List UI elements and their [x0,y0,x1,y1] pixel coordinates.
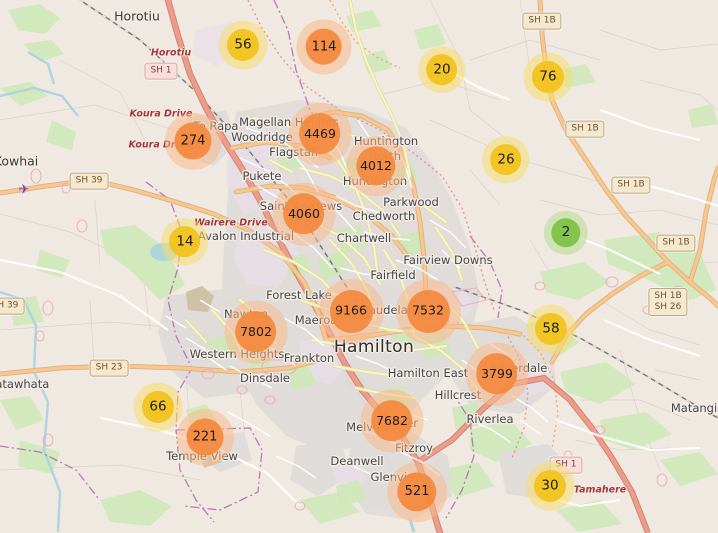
place-label: Whatawhata [0,377,50,391]
cluster-count: 3799 [481,365,513,381]
road-label: Tamahere [573,484,627,496]
cluster-core [490,144,522,176]
cluster-marker[interactable]: 7802 [224,300,288,364]
cluster-core [226,28,260,62]
cluster-core [169,226,201,258]
cluster-count: 4469 [304,125,336,141]
cluster-count: 7682 [376,412,408,428]
cluster-count: 114 [311,39,337,55]
cluster-count: 9166 [335,302,367,318]
place-label: Chedworth [352,209,416,223]
road-label: Wairere Drive [194,217,268,229]
cluster-count: 66 [149,398,167,415]
cluster-count: 521 [404,484,430,500]
cluster-core [533,469,567,503]
cluster-marker[interactable]: 66 [133,382,183,432]
place-label: Hamilton East [387,366,469,380]
place-label: Deanwell [330,454,384,468]
cluster-count: 7802 [240,323,272,339]
highway-shield[interactable]: SH 23 [89,359,129,377]
cluster-core [534,312,568,346]
place-label: Matangi [670,401,718,415]
cluster-marker[interactable]: 4012 [346,136,406,196]
cluster-marker[interactable]: 30 [525,461,575,511]
shield-line-2: SH 26 [654,301,682,312]
cluster-count: 4012 [360,157,392,173]
road-label: Horotiu [150,47,192,59]
cluster-marker[interactable]: 56 [218,20,268,70]
cluster-marker[interactable]: 58 [526,304,576,354]
cluster-count: 14 [176,233,194,250]
cluster-marker[interactable]: 4060 [272,182,336,246]
cluster-count: 26 [497,151,515,168]
cluster-marker[interactable]: 26 [482,136,530,184]
cluster-count: 7532 [412,302,444,318]
cluster-marker[interactable]: 521 [387,462,447,522]
cluster-count: 4060 [288,205,320,221]
place-label: Fairfield [370,268,416,282]
cluster-core [531,60,565,94]
cluster-core [356,146,396,186]
cluster-marker[interactable]: 4469 [288,102,352,166]
cluster-core [426,54,458,86]
highway-shield[interactable]: SH 39 [0,297,25,315]
cluster-marker[interactable]: 14 [161,218,209,266]
place-label: Chartwell [336,231,392,245]
cluster-count: 2 [561,224,571,241]
cluster-core [371,400,413,442]
place-label: Kowhai [0,153,39,169]
highway-shield[interactable]: SH 1B [656,234,696,252]
place-label: Riverlea [466,412,514,426]
highway-shield[interactable]: SH 1B [522,12,562,30]
cluster-count: 274 [180,133,206,149]
cluster-core [329,289,373,333]
cluster-count: 58 [542,320,560,337]
highway-shield[interactable]: SH 1B [611,176,651,194]
place-label: Parkwood [383,195,439,209]
place-label: Fairview Downs [403,253,493,267]
cluster-marker[interactable]: 9166 [318,278,384,344]
place-label: Pukete [242,169,282,183]
place-label: Dinsdale [240,371,290,385]
cluster-count: 20 [433,61,451,78]
cluster-marker[interactable]: 7682 [360,389,424,453]
place-label: Woodridge [231,130,293,144]
cluster-count: 56 [234,36,252,53]
cluster-marker[interactable]: 274 [164,112,222,170]
cluster-core [235,311,277,353]
cluster-marker[interactable]: 76 [523,52,573,102]
cluster-count: 76 [539,68,557,85]
place-label: Frankton [283,351,335,365]
cluster-core [174,122,212,160]
cluster-core [305,28,343,66]
cluster-marker[interactable]: 221 [176,408,234,466]
cluster-core [283,193,325,235]
cluster-marker[interactable]: 20 [418,46,466,94]
cluster-marker[interactable]: 7532 [395,278,461,344]
cluster-core [406,289,450,333]
cluster-marker[interactable]: 3799 [465,342,529,406]
highway-shield[interactable]: SH 1 [144,62,178,80]
shield-line-1: SH 1B [654,290,682,301]
cluster-core [186,418,224,456]
highway-shield[interactable]: SH 39 [69,172,109,190]
cluster-marker[interactable]: 2 [543,210,589,256]
cluster-core [141,390,175,424]
cluster-count: 30 [541,477,559,494]
cluster-core [551,218,581,248]
cluster-core [476,353,518,395]
cluster-core [299,113,341,155]
place-label: Horotiu [114,8,160,24]
cluster-marker[interactable]: 114 [296,19,352,75]
airport-icon: ✈ [18,182,30,198]
cluster-count: 221 [192,429,218,445]
cluster-core [397,472,437,512]
highway-shield-stacked[interactable]: SH 1B SH 26 [648,288,688,316]
highway-shield[interactable]: SH 1B [565,120,605,138]
